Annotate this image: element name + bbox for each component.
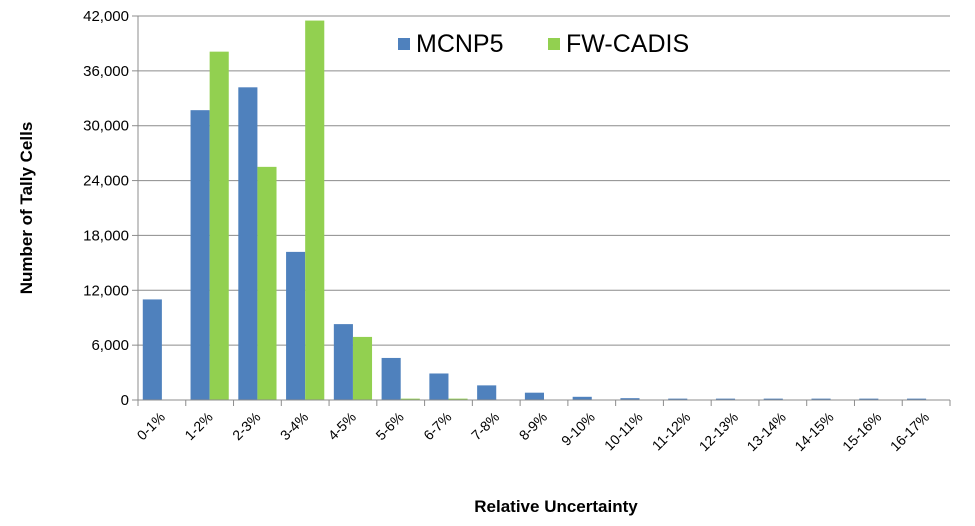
x-tick-label: 10-11% xyxy=(601,409,646,454)
bar-mcnp5-15-16% xyxy=(859,398,879,400)
y-tick-label: 24,000 xyxy=(83,173,129,190)
bar-mcnp5-13-14% xyxy=(763,398,783,400)
x-tick-label: 8-9% xyxy=(516,409,550,443)
bar-mcnp5-2-3% xyxy=(238,87,258,401)
x-axis-title: Relative Uncertainty xyxy=(474,497,638,516)
bar-mcnp5-0-1% xyxy=(142,299,162,400)
axes xyxy=(137,16,951,406)
bar-mcnp5-10-11% xyxy=(620,398,640,400)
x-tick-label: 0-1% xyxy=(134,409,168,443)
bar-fw-cadis-2-3% xyxy=(257,166,277,400)
x-tick-label: 6-7% xyxy=(420,409,454,443)
y-axis-title: Number of Tally Cells xyxy=(17,122,36,295)
bar-mcnp5-8-9% xyxy=(524,392,544,400)
bar-fw-cadis-1-2% xyxy=(209,51,229,401)
legend-label-fw-cadis: FW-CADIS xyxy=(566,30,689,58)
bar-mcnp5-7-8% xyxy=(477,385,497,400)
legend: MCNP5 FW-CADIS xyxy=(398,30,689,58)
x-tick-label: 3-4% xyxy=(277,409,311,443)
y-tick-label: 36,000 xyxy=(83,63,129,80)
x-tick-label: 13-14% xyxy=(744,409,789,454)
legend-swatch-mcnp5 xyxy=(398,38,410,50)
x-tick-labels: 0-1% 1-2% 2-3% 3-4% 4-5% 5-6% 6-7% 7-8% 8-9% 9-10… xyxy=(134,409,933,454)
bar-mcnp5-16-17% xyxy=(907,398,927,400)
y-tick-label: 42,000 xyxy=(83,8,129,25)
x-tick-label: 1-2% xyxy=(181,409,215,443)
bar-mcnp5-5-6% xyxy=(381,357,401,400)
x-tick-label: 15-16% xyxy=(839,409,884,454)
bar-mcnp5-12-13% xyxy=(715,398,736,400)
y-tick-label: 30,000 xyxy=(83,118,129,135)
bar-mcnp5-11-12% xyxy=(668,398,688,400)
y-tick-label: 18,000 xyxy=(83,227,129,244)
bar-mcnp5-4-5% xyxy=(333,324,353,400)
x-tick-label: 4-5% xyxy=(325,409,359,443)
x-tick-label: 14-15% xyxy=(791,409,836,454)
y-tick-labels: 0 6,000 12,000 18,000 24,000 30,000 36,000 42,0… xyxy=(83,8,138,409)
y-tick-label: 12,000 xyxy=(83,282,129,299)
bar-fw-cadis-6-7% xyxy=(448,398,468,400)
x-tick-label: 11-12% xyxy=(649,409,694,454)
bar-fw-cadis-3-4% xyxy=(305,20,325,400)
bar-mcnp5-6-7% xyxy=(429,373,449,400)
bar-fw-cadis-4-5% xyxy=(352,336,373,400)
y-tick-label: 0 xyxy=(121,392,129,409)
x-tick-label: 7-8% xyxy=(468,409,502,443)
bar-mcnp5-3-4% xyxy=(286,251,306,400)
bars xyxy=(142,20,927,401)
x-tick-label: 12-13% xyxy=(696,409,741,454)
y-tick-label: 6,000 xyxy=(91,337,129,354)
bar-mcnp5-14-15% xyxy=(811,398,831,400)
legend-label-mcnp5: MCNP5 xyxy=(416,30,504,58)
bar-mcnp5-1-2% xyxy=(190,110,210,401)
x-tick-label: 16-17% xyxy=(887,409,932,454)
bar-mcnp5-9-10% xyxy=(572,396,592,400)
x-tick-label: 5-6% xyxy=(372,409,406,443)
legend-swatch-fw-cadis xyxy=(548,38,560,50)
bar-fw-cadis-5-6% xyxy=(400,398,420,400)
x-tick-label: 2-3% xyxy=(229,409,263,443)
x-tick-label: 9-10% xyxy=(558,409,598,449)
